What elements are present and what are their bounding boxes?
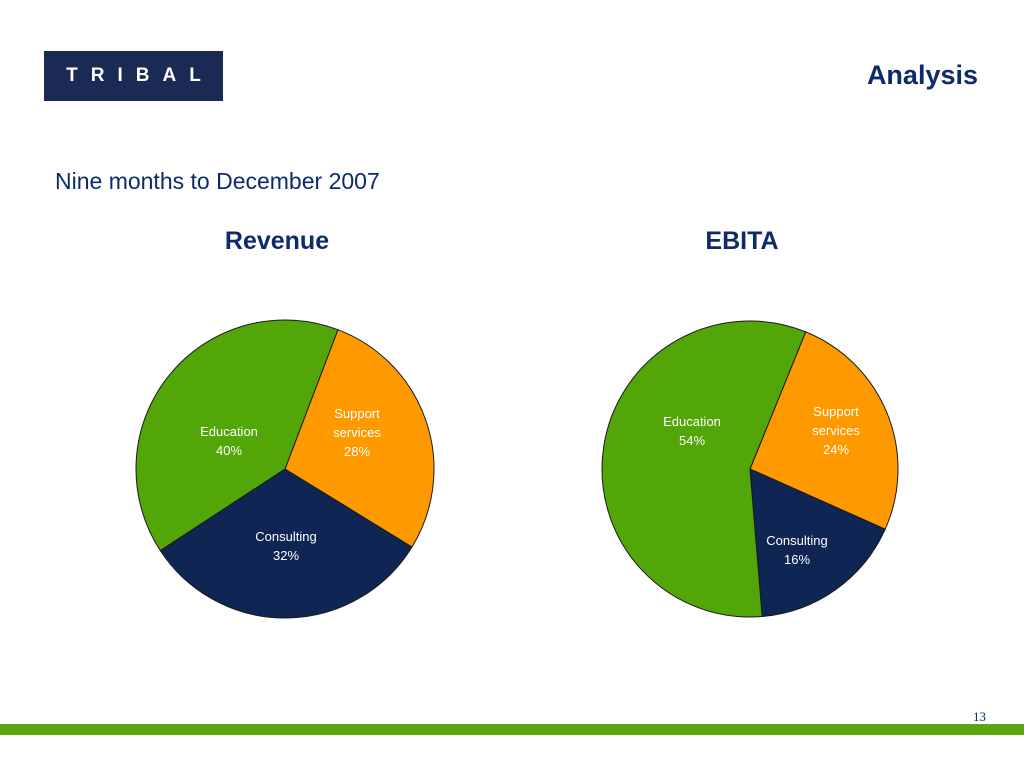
revenue-chart-title: Revenue — [224, 227, 330, 255]
slice-label-education: Education 40% — [200, 424, 258, 458]
slice-label-support: Support services 24% — [812, 404, 860, 457]
ebita-pie-chart: Education 54% Support services 24% Consulting… — [601, 320, 899, 618]
slice-label-support: Support services 28% — [333, 406, 381, 459]
pie-slice-consulting — [159, 468, 413, 619]
pie-slice-consulting — [749, 468, 886, 618]
ebita-chart-title: EBITA — [705, 227, 779, 255]
slice-label-consulting: Consulting 16% — [766, 533, 827, 567]
period-subtitle: Nine months to December 2007 — [55, 168, 380, 194]
slice-label-education: Education 54% — [663, 414, 721, 448]
pie-slice-support — [284, 329, 435, 548]
pie-slice-education — [601, 320, 807, 618]
revenue-pie-chart: Education 40% Support services 28% Consulting… — [135, 319, 435, 619]
tribal-logo: TRIBAL — [44, 51, 223, 101]
page-title: Analysis — [866, 60, 978, 90]
page-number: 13 — [973, 709, 986, 724]
logo-text: TRIBAL — [66, 65, 214, 86]
pie-slice-support — [749, 331, 899, 530]
footer-accent-bar — [0, 724, 1024, 735]
pie-slice-education — [135, 319, 339, 552]
slice-label-consulting: Consulting 32% — [255, 529, 316, 563]
